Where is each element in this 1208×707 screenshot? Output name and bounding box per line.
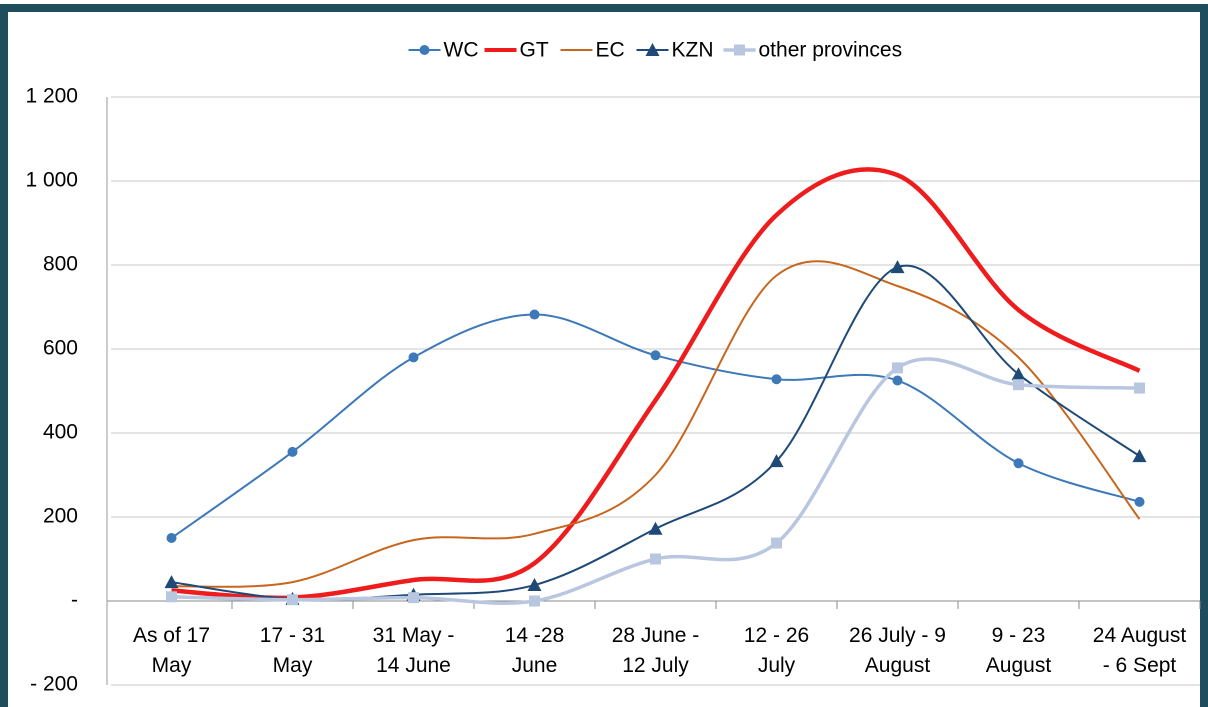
point [1134,496,1145,507]
point [287,446,298,457]
y-tick-label: - [71,589,78,612]
x-tick-label: 9 - 23 August [985,624,1052,677]
point [1013,458,1024,469]
point [408,352,419,363]
point [529,595,540,607]
x-tick-label: 14 -28 June [504,624,565,677]
legend-label: WC [444,39,479,62]
point [892,375,903,386]
x-tick-label: 24 August - 6 Sept [1092,624,1187,677]
point [650,553,661,565]
point [166,533,177,543]
point [1132,449,1147,463]
y-tick-label: 600 [43,337,78,360]
point [892,362,903,374]
legend-label: KZN [672,39,714,62]
legend-label: GT [520,39,549,62]
point [1013,379,1024,391]
x-tick-label: 28 June - 12 July [611,624,700,677]
y-tick-label: - 200 [30,673,78,696]
point [771,374,782,385]
y-tick-label: 1 000 [25,169,78,192]
y-tick-label: 200 [43,505,78,528]
point [529,309,540,320]
x-tick-label: 31 May - 14 June [372,624,455,677]
point [287,594,298,606]
line [171,167,1141,601]
y-tick-label: 400 [43,421,78,444]
point [771,537,782,549]
point [1134,382,1145,394]
point [419,45,430,55]
frame [0,4,1208,707]
line [171,260,1141,588]
y-tick-label: 1 200 [25,85,78,108]
point [890,260,905,274]
x-tick-label: 17 - 31 May [259,624,326,677]
x-tick-label: 26 July - 9 August [849,624,946,677]
x-tick-label: As of 17 May [132,624,211,677]
line [171,357,1140,605]
y-tick-label: 800 [43,253,78,276]
x-tick-label: 12 - 26 July [743,624,810,677]
point [164,575,179,589]
legend-label: other provinces [759,39,903,62]
point [408,592,419,604]
point [648,521,663,535]
point [527,578,542,592]
point [166,591,177,603]
legend-label: EC [596,39,625,62]
point [650,350,661,361]
point [734,44,745,56]
point [645,43,660,56]
point [769,454,784,468]
point [1011,367,1026,381]
